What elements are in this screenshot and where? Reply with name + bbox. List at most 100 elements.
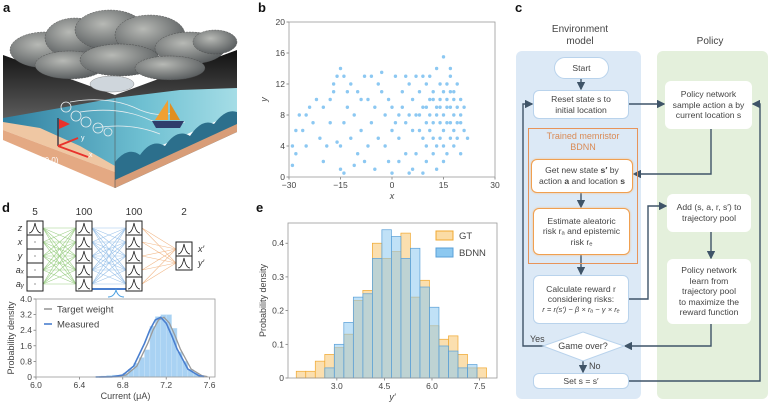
arrow-policy-getstate: [632, 129, 712, 179]
connection: [141, 241, 177, 250]
x-tick-label: 15: [439, 180, 449, 190]
scatter-point: [331, 82, 336, 86]
connection: [42, 227, 77, 257]
x-tick-label: 4.5: [378, 381, 390, 391]
plot-frame: [35, 298, 216, 378]
scatter-point: [297, 113, 301, 117]
y-axis-label: Probability density: [258, 263, 268, 337]
scatter-point: [404, 152, 408, 156]
reward-text-2: considering risks:: [547, 294, 615, 305]
scatter-point: [345, 90, 350, 94]
scatter-point: [325, 144, 329, 148]
scatter-point: [321, 105, 326, 109]
gaussian-icon: [77, 236, 91, 248]
scatter-point: [366, 144, 370, 148]
scatter-point: [397, 113, 401, 117]
layer-size-label: 5: [32, 207, 38, 218]
y-tick-label: 3.2: [20, 310, 32, 320]
scatter-point: [431, 90, 435, 94]
policy-sample-node: Policy network sample action a by curren…: [665, 81, 752, 129]
scatter-point: [434, 105, 439, 109]
scatter-point: [431, 152, 435, 156]
estimate-text-3: risk rₑ: [570, 236, 593, 247]
connection: [42, 227, 77, 285]
scatter-point: [455, 82, 459, 86]
scatter-point: [294, 128, 298, 133]
scatter-point: [342, 74, 346, 78]
x-tick-label: −30: [282, 180, 297, 190]
y-tick-label: 4: [280, 141, 285, 151]
scatter-point: [452, 128, 456, 133]
scatter-point: [441, 159, 446, 164]
scatter-point: [352, 113, 356, 117]
get-state-a: a: [564, 176, 570, 186]
plot-frame: [288, 21, 496, 178]
x-tick-label: 6.0: [426, 381, 438, 391]
x-tick-label: 6.0: [30, 380, 42, 390]
scatter-point: [376, 136, 380, 140]
y-tick-label: 0.4: [272, 238, 284, 248]
scatter-point: [428, 74, 432, 78]
panel-label-e: e: [256, 200, 264, 215]
scatter-point: [441, 113, 446, 117]
connection: [141, 248, 177, 285]
gaussian-icon: [77, 264, 91, 276]
gaussian-icon: [28, 222, 42, 234]
scatter-point: [417, 113, 422, 117]
connection: [91, 227, 127, 271]
neuron-box: [175, 255, 193, 271]
gaussian-icon: [127, 250, 141, 262]
input-label: y: [17, 251, 23, 261]
get-state-t4: and location: [569, 176, 621, 186]
scatter-point: [424, 159, 429, 164]
yes-label: Yes: [530, 334, 545, 344]
y-tick-label: 8: [280, 110, 285, 120]
scatter-point: [441, 144, 446, 148]
connection: [42, 255, 77, 285]
scatter-point: [438, 97, 442, 102]
scatter-point: [428, 113, 432, 117]
scatter-point: [314, 97, 319, 102]
scatter-point: [441, 90, 446, 94]
scatter-point: [441, 55, 446, 59]
connection: [91, 227, 127, 243]
gaussian-icon: [177, 257, 191, 269]
scatter-point: [445, 82, 449, 86]
scatter-point: [417, 90, 422, 94]
calculate-reward-node: Calculate reward r considering risks: r …: [533, 275, 629, 324]
scatter-point: [386, 159, 391, 164]
scatter-point: [380, 90, 384, 94]
game-over-diamond: [541, 331, 626, 362]
connection: [42, 227, 77, 271]
scatter-point: [465, 136, 470, 140]
y-tick-label: 0: [280, 172, 285, 182]
scatter-point: [393, 74, 398, 78]
arrow-set-policy: [629, 99, 761, 382]
reset-state-node: Reset state s to initial location: [533, 90, 629, 119]
gaussian-icon: [77, 250, 91, 262]
coordinate-axes: [57, 137, 89, 158]
small-cloud: [89, 75, 135, 93]
scatter-point: [359, 97, 363, 102]
scatter-point: [407, 82, 411, 86]
scatter-point: [307, 105, 312, 109]
learn-text-3: trajectory pool: [682, 286, 736, 297]
y-tick-label: 0.2: [272, 306, 284, 316]
gaussian-icon: [127, 222, 141, 234]
scatter-point: [458, 121, 463, 125]
scatter-point: [448, 74, 453, 78]
scatter-point: [386, 97, 391, 102]
y-axis-label: y: [81, 135, 85, 142]
plot-frame: [287, 222, 498, 379]
legend-label: Measured: [57, 320, 99, 331]
scatter-point: [362, 159, 367, 164]
scatter-point: [438, 82, 442, 86]
learn-text-4: to maximize the: [678, 296, 740, 307]
scatter-point: [301, 128, 305, 133]
neuron-box: [75, 276, 93, 292]
y-tick-label: 1.6: [20, 341, 32, 351]
x-tick-label: 0: [390, 180, 395, 190]
